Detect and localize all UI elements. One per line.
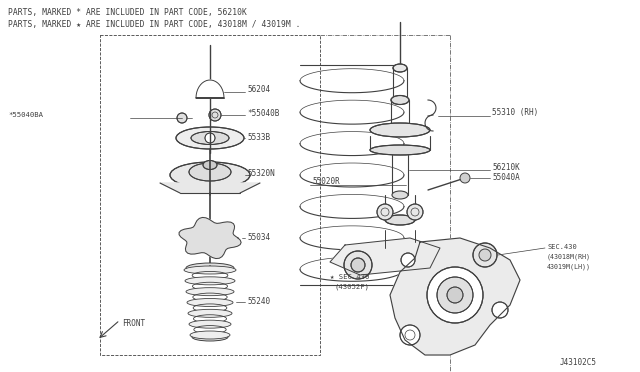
Polygon shape — [390, 238, 520, 355]
Circle shape — [401, 253, 415, 267]
Ellipse shape — [189, 163, 231, 181]
Text: *55040BA: *55040BA — [8, 112, 43, 118]
Text: PARTS, MARKED * ARE INCLUDED IN PART CODE, 56210K: PARTS, MARKED * ARE INCLUDED IN PART COD… — [8, 8, 247, 17]
Ellipse shape — [176, 127, 244, 149]
Text: 55040A: 55040A — [492, 173, 520, 182]
Text: 56204: 56204 — [247, 84, 270, 93]
Ellipse shape — [191, 131, 229, 144]
Circle shape — [492, 302, 508, 318]
Text: 55020R: 55020R — [312, 177, 340, 186]
Text: FRONT: FRONT — [122, 319, 145, 328]
Text: 55240: 55240 — [247, 296, 270, 305]
Text: 43019M(LH)): 43019M(LH)) — [547, 263, 591, 269]
Ellipse shape — [188, 310, 232, 317]
Circle shape — [437, 277, 473, 313]
Ellipse shape — [370, 123, 430, 137]
Polygon shape — [196, 80, 224, 98]
Circle shape — [427, 267, 483, 323]
Ellipse shape — [393, 64, 407, 72]
Ellipse shape — [184, 266, 236, 274]
Text: *55040B: *55040B — [247, 109, 280, 119]
Circle shape — [400, 325, 420, 345]
Circle shape — [407, 204, 423, 220]
Text: (43018M(RH): (43018M(RH) — [547, 254, 591, 260]
Ellipse shape — [190, 331, 230, 339]
Circle shape — [447, 287, 463, 303]
Text: J43102C5: J43102C5 — [560, 358, 597, 367]
Polygon shape — [179, 217, 241, 259]
Polygon shape — [330, 238, 440, 275]
Text: (43052F): (43052F) — [334, 284, 369, 291]
Circle shape — [209, 109, 221, 121]
Circle shape — [205, 133, 215, 143]
Ellipse shape — [203, 160, 217, 170]
Circle shape — [344, 251, 372, 279]
Text: 56210K: 56210K — [492, 163, 520, 171]
Text: ★ SEC.430: ★ SEC.430 — [330, 274, 369, 280]
Text: PARTS, MARKED ★ ARE INCLUDED IN PART CODE, 43018M / 43019M .: PARTS, MARKED ★ ARE INCLUDED IN PART COD… — [8, 20, 301, 29]
Circle shape — [351, 258, 365, 272]
Ellipse shape — [370, 145, 430, 155]
Ellipse shape — [391, 96, 409, 105]
Ellipse shape — [189, 320, 231, 328]
Ellipse shape — [186, 288, 234, 296]
Ellipse shape — [170, 162, 250, 188]
Ellipse shape — [185, 277, 235, 285]
Ellipse shape — [192, 333, 228, 341]
Text: 5533B: 5533B — [247, 132, 270, 141]
Circle shape — [177, 113, 187, 123]
Circle shape — [377, 204, 393, 220]
Ellipse shape — [186, 263, 234, 273]
Ellipse shape — [187, 298, 233, 307]
Circle shape — [203, 231, 217, 245]
Polygon shape — [160, 183, 260, 193]
Ellipse shape — [385, 215, 415, 225]
Ellipse shape — [206, 83, 214, 87]
Text: 55034: 55034 — [247, 232, 270, 241]
Circle shape — [479, 249, 491, 261]
Circle shape — [460, 173, 470, 183]
Text: 55310 (RH): 55310 (RH) — [492, 109, 538, 118]
Circle shape — [473, 243, 497, 267]
Bar — [100, 35, 320, 355]
Text: SEC.430: SEC.430 — [547, 244, 577, 250]
Ellipse shape — [392, 191, 408, 199]
Text: 55320N: 55320N — [247, 170, 275, 179]
